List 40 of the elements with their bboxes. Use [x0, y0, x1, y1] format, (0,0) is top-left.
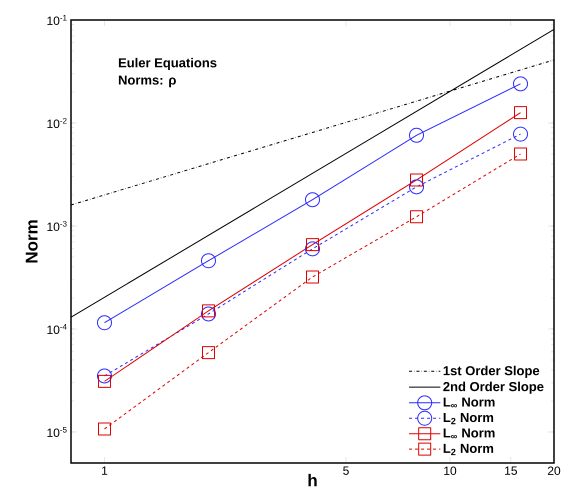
point	[96, 315, 112, 330]
y-tick-label: 10$^{-4}$	[47, 324, 67, 334]
point	[410, 210, 424, 224]
point	[306, 238, 320, 252]
annotation: Euler Equations	[118, 58, 216, 70]
x-axis-title: h	[308, 474, 317, 486]
legend-label: 2nd Order Slope	[443, 382, 544, 394]
point	[514, 106, 528, 120]
y-tick-label: 10$^{-2}$	[47, 118, 67, 128]
x-tick-label: 20	[548, 466, 560, 476]
point	[410, 173, 424, 186]
point	[305, 241, 320, 256]
point	[98, 422, 111, 436]
annotation: Norms: ρ	[118, 76, 176, 88]
legend-label: L$_{∞}$ Norm	[444, 398, 495, 408]
point	[409, 128, 424, 143]
legend-label: L$_{∞}$ Norm	[444, 428, 495, 438]
legend-label: 1st Order Slope	[444, 366, 540, 378]
legend-label: L$_{2}$ Norm	[444, 413, 494, 424]
point	[98, 374, 111, 388]
point	[96, 368, 112, 384]
point	[513, 126, 528, 142]
y-tick-label: 10$^{-5}$	[47, 426, 67, 437]
point	[514, 148, 528, 161]
y-tick-label: 10$^{-3}$	[47, 220, 67, 232]
x-tick-label: 1	[102, 466, 108, 475]
x-tick-label: 5	[343, 466, 349, 475]
x-tick-label: 10	[444, 466, 456, 476]
legend-label: L$_{2}$ Norm	[444, 444, 494, 456]
y-axis-title: Norm	[26, 220, 38, 263]
point	[513, 76, 528, 92]
point	[200, 306, 216, 322]
point	[202, 346, 215, 360]
y-tick-label: 10$^{-1}$	[47, 15, 67, 25]
point	[305, 192, 320, 208]
point	[200, 253, 216, 268]
point	[306, 270, 320, 284]
point	[202, 304, 215, 318]
x-tick-label: 15	[505, 466, 517, 475]
point	[409, 179, 424, 194]
